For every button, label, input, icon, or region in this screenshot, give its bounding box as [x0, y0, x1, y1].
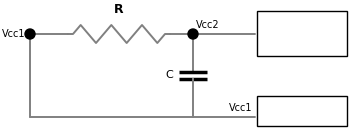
Bar — [257, 96, 347, 126]
Text: C: C — [165, 70, 173, 81]
Text: Vcc2: Vcc2 — [196, 20, 220, 30]
Text: Device 1: Device 1 — [279, 106, 325, 116]
Text: Vcc1: Vcc1 — [229, 103, 252, 113]
Bar — [257, 11, 347, 56]
Text: Vcc1: Vcc1 — [2, 29, 26, 39]
Circle shape — [188, 29, 198, 39]
Circle shape — [25, 29, 35, 39]
Text: R: R — [114, 3, 124, 16]
Text: Device 2: Device 2 — [279, 29, 325, 39]
